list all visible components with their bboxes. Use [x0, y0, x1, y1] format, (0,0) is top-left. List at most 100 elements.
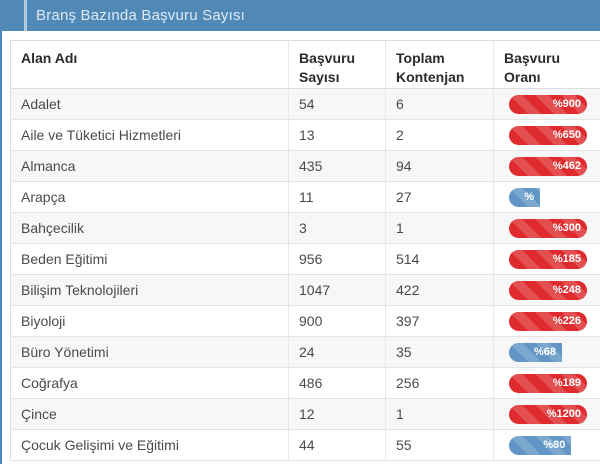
ratio-bar-track: %462 [509, 156, 587, 176]
ratio-bar-label: %80 [543, 438, 566, 451]
header-corner-divider [24, 0, 27, 31]
cell-basvuru-sayisi: 956 [288, 243, 386, 275]
cell-toplam-kontenjan: 27 [385, 181, 494, 213]
cell-basvuru-orani: %226 [493, 305, 600, 337]
ratio-bar: %226 [509, 311, 587, 331]
table-row: Coğrafya 486 256 %189 [10, 367, 600, 399]
ratio-bar: %185 [509, 249, 587, 269]
cell-basvuru-orani: %185 [493, 243, 600, 275]
cell-basvuru-orani: %300 [493, 212, 600, 244]
cell-basvuru-sayisi: 44 [288, 429, 386, 461]
col-header-toplam-kontenjan: Toplam Kontenjan [385, 40, 494, 89]
cell-basvuru-orani: %80 [493, 429, 600, 461]
cell-toplam-kontenjan: 514 [385, 243, 494, 275]
ratio-bar: %80 [509, 435, 572, 455]
cell-alan-adi: Beden Eğitimi [10, 243, 289, 275]
cell-toplam-kontenjan: 6 [385, 88, 494, 120]
cell-basvuru-sayisi: 24 [288, 336, 386, 368]
cell-toplam-kontenjan: 35 [385, 336, 494, 368]
col-header-basvuru-orani: Başvuru Oranı [493, 40, 600, 89]
ratio-bar-track: %68 [509, 342, 587, 362]
cell-basvuru-sayisi: 13 [288, 119, 386, 151]
table-row: Adalet 54 6 %900 [10, 88, 600, 120]
col-header-basvuru-sayisi: Başvuru Sayısı [288, 40, 386, 89]
cell-alan-adi: Aile ve Tüketici Hizmetleri [10, 119, 289, 151]
cell-basvuru-sayisi: 435 [288, 150, 386, 182]
cell-toplam-kontenjan: 256 [385, 367, 494, 399]
cell-toplam-kontenjan: 1 [385, 398, 494, 430]
ratio-bar-track: %248 [509, 280, 587, 300]
table-header-row: Alan Adı Başvuru Sayısı Toplam Kontenjan… [10, 40, 600, 89]
ratio-bar-track: %189 [509, 373, 587, 393]
cell-alan-adi: Çocuk Gelişimi ve Eğitimi [10, 429, 289, 461]
ratio-bar-track: %900 [509, 94, 587, 114]
ratio-bar: % [509, 187, 541, 207]
table-row: Bahçecilik 3 1 %300 [10, 212, 600, 244]
left-accent-border [0, 31, 2, 464]
table-row: Arapça 11 27 % [10, 181, 600, 213]
table-row: Biyoloji 900 397 %226 [10, 305, 600, 337]
cell-alan-adi: Biyoloji [10, 305, 289, 337]
ratio-bar-label: %462 [552, 159, 581, 172]
col-header-alan-adi: Alan Adı [10, 40, 289, 89]
cell-basvuru-orani: %900 [493, 88, 600, 120]
table-row: Aile ve Tüketici Hizmetleri 13 2 %650 [10, 119, 600, 151]
ratio-bar: %900 [509, 94, 587, 114]
ratio-bar: %300 [509, 218, 587, 238]
cell-basvuru-orani: % [493, 181, 600, 213]
ratio-bar-label: % [524, 190, 535, 203]
cell-toplam-kontenjan: 94 [385, 150, 494, 182]
cell-alan-adi: Bilişim Teknolojileri [10, 274, 289, 306]
table-row: Beden Eğitimi 956 514 %185 [10, 243, 600, 275]
ratio-bar-label: %226 [552, 314, 581, 327]
cell-basvuru-orani: %248 [493, 274, 600, 306]
ratio-bar-label: %185 [552, 252, 581, 265]
applications-table: Alan Adı Başvuru Sayısı Toplam Kontenjan… [10, 40, 600, 461]
ratio-bar-track: %1200 [509, 404, 587, 424]
cell-alan-adi: Bahçecilik [10, 212, 289, 244]
panel-header: Branş Bazında Başvuru Sayısı [0, 0, 600, 31]
cell-basvuru-orani: %68 [493, 336, 600, 368]
ratio-bar-label: %1200 [546, 407, 581, 420]
cell-basvuru-sayisi: 1047 [288, 274, 386, 306]
ratio-bar-label: %68 [534, 345, 557, 358]
ratio-bar-label: %248 [552, 283, 581, 296]
ratio-bar-track: %300 [509, 218, 587, 238]
cell-alan-adi: Arapça [10, 181, 289, 213]
cell-toplam-kontenjan: 397 [385, 305, 494, 337]
ratio-bar-track: %650 [509, 125, 587, 145]
ratio-bar-track: % [509, 187, 587, 207]
table-row: Bilişim Teknolojileri 1047 422 %248 [10, 274, 600, 306]
ratio-bar: %68 [509, 342, 563, 362]
ratio-bar-track: %80 [509, 435, 587, 455]
ratio-bar-label: %189 [552, 376, 581, 389]
ratio-bar: %462 [509, 156, 587, 176]
ratio-bar-label: %300 [552, 221, 581, 234]
cell-toplam-kontenjan: 2 [385, 119, 494, 151]
cell-toplam-kontenjan: 1 [385, 212, 494, 244]
ratio-bar-track: %185 [509, 249, 587, 269]
cell-alan-adi: Coğrafya [10, 367, 289, 399]
cell-basvuru-sayisi: 11 [288, 181, 386, 213]
cell-alan-adi: Adalet [10, 88, 289, 120]
cell-basvuru-sayisi: 3 [288, 212, 386, 244]
cell-toplam-kontenjan: 55 [385, 429, 494, 461]
cell-basvuru-sayisi: 54 [288, 88, 386, 120]
cell-basvuru-sayisi: 486 [288, 367, 386, 399]
ratio-bar-track: %226 [509, 311, 587, 331]
ratio-bar: %189 [509, 373, 587, 393]
panel-title: Branş Bazında Başvuru Sayısı [36, 7, 246, 24]
ratio-bar-label: %650 [552, 128, 581, 141]
ratio-bar-label: %900 [552, 97, 581, 110]
cell-basvuru-sayisi: 12 [288, 398, 386, 430]
cell-basvuru-orani: %650 [493, 119, 600, 151]
cell-alan-adi: Çince [10, 398, 289, 430]
ratio-bar: %1200 [509, 404, 587, 424]
cell-basvuru-orani: %189 [493, 367, 600, 399]
cell-toplam-kontenjan: 422 [385, 274, 494, 306]
cell-basvuru-orani: %462 [493, 150, 600, 182]
panel-title-bar: Branş Bazında Başvuru Sayısı [27, 0, 600, 31]
table-row: Çince 12 1 %1200 [10, 398, 600, 430]
cell-basvuru-orani: %1200 [493, 398, 600, 430]
